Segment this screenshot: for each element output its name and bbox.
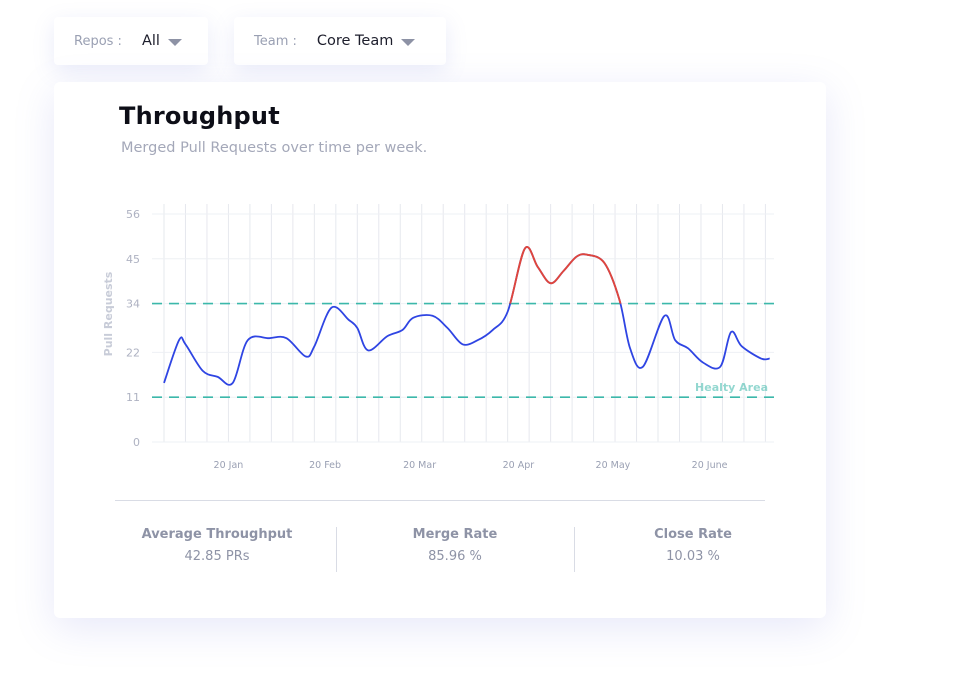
card-title: Throughput: [119, 102, 280, 130]
stat-value: 10.03 %: [666, 549, 720, 564]
x-tick-label: 20 Jan: [214, 460, 244, 471]
x-tick-label: 20 Feb: [309, 460, 341, 471]
team-filter-value[interactable]: Core Team: [316, 33, 394, 49]
stat-label: Close Rate: [654, 527, 732, 542]
y-tick-label: 22: [126, 346, 140, 359]
team-filter[interactable]: Team : Core Team: [234, 17, 446, 65]
chevron-down-icon[interactable]: [167, 38, 182, 46]
x-tick-label: 20 May: [596, 460, 631, 471]
x-tick-label: 20 Apr: [503, 460, 535, 471]
stat-label: Average Throughput: [141, 527, 293, 542]
stats-row: Average Throughput 42.85 PRs Merge Rate …: [54, 527, 826, 575]
stat-value: 42.85 PRs: [184, 549, 250, 564]
repos-filter-value[interactable]: All: [141, 33, 160, 49]
stat-value: 85.96 %: [428, 549, 482, 564]
repos-filter-label: Repos :: [74, 33, 122, 49]
throughput-chart: 0 11 22 34 45 56 20 Jan 20 Feb 20 Mar 20 Apr 20 Ma…: [102, 204, 774, 471]
stat-separator: [574, 527, 575, 572]
series-line: [163, 246, 770, 386]
stat-separator: [336, 527, 337, 572]
divider: [115, 500, 765, 501]
series-line-above-threshold: [509, 246, 622, 304]
y-tick-label: 11: [126, 391, 140, 404]
card-subtitle: Merged Pull Requests over time per week.: [121, 140, 428, 156]
stat-merge-rate: Merge Rate 85.96 %: [336, 527, 574, 564]
throughput-card: Throughput Merged Pull Requests over tim…: [54, 82, 826, 618]
x-tick-label: 20 Mar: [403, 460, 436, 471]
y-axis-label: Pull Requests: [102, 271, 115, 356]
stat-label: Merge Rate: [412, 527, 498, 542]
chevron-down-icon[interactable]: [401, 38, 416, 46]
x-tick-label: 20 June: [692, 460, 728, 471]
y-tick-label: 56: [126, 208, 140, 221]
stat-average-throughput: Average Throughput 42.85 PRs: [98, 527, 336, 564]
y-tick-label: 0: [133, 436, 140, 449]
team-filter-label: Team :: [254, 33, 297, 49]
stat-close-rate: Close Rate 10.03 %: [574, 527, 812, 564]
y-tick-label: 45: [126, 253, 140, 266]
healthy-area-label: Healty Area: [695, 381, 768, 394]
y-tick-label: 34: [126, 298, 140, 311]
repos-filter[interactable]: Repos : All: [54, 17, 208, 65]
